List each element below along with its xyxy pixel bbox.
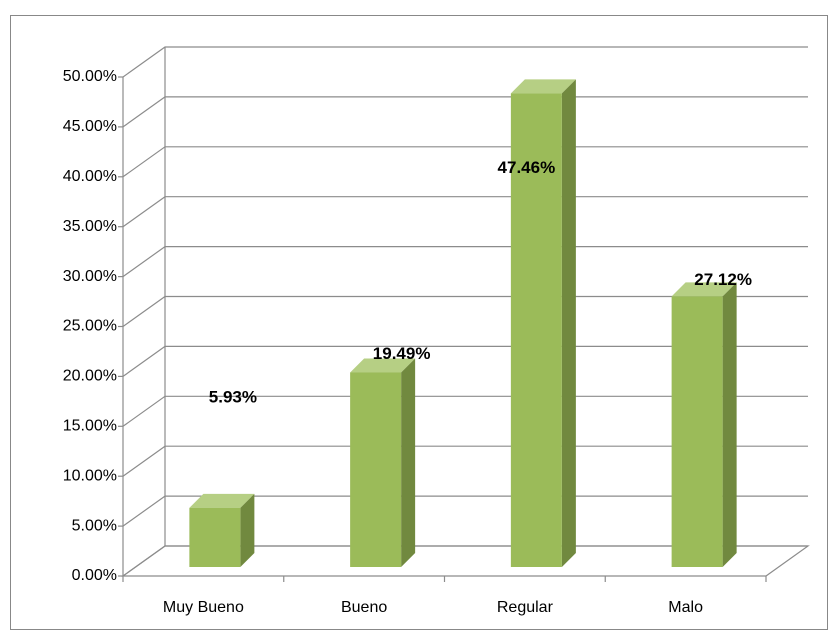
bar-top [189, 493, 255, 508]
bar [510, 93, 562, 568]
grid-line [122, 495, 808, 527]
y-tick-label: 50.00% [63, 68, 117, 85]
bar-side [240, 493, 255, 567]
y-tick-label: 20.00% [63, 368, 117, 385]
y-tick-label: 15.00% [63, 418, 117, 435]
grid-line [122, 295, 808, 327]
value-label: 5.93% [209, 387, 257, 406]
grid-line [122, 196, 808, 228]
y-tick-label: 10.00% [63, 467, 117, 484]
grid-line [122, 445, 808, 477]
x-tick-label: Bueno [341, 599, 387, 616]
y-tick-label: 30.00% [63, 268, 117, 285]
y-tick-label: 0.00% [72, 567, 117, 584]
bar-top [510, 79, 576, 94]
bar-top [671, 282, 737, 297]
x-tick-label: Regular [497, 599, 554, 616]
bar-side [401, 358, 416, 567]
value-label: 27.12% [694, 270, 752, 289]
grid-line [122, 96, 808, 128]
y-tick-label: 35.00% [63, 218, 117, 235]
bar-top [350, 358, 416, 373]
bar [189, 507, 241, 567]
grid-line [122, 395, 808, 427]
x-tick-label: Muy Bueno [163, 599, 244, 616]
value-label: 19.49% [373, 344, 431, 363]
y-tick-label: 5.00% [72, 517, 117, 534]
grid-line [122, 545, 808, 577]
value-label: 47.46% [498, 158, 556, 177]
bar [350, 372, 402, 567]
x-tick-label: Malo [668, 599, 703, 616]
bar-side [561, 79, 576, 568]
bar [671, 296, 723, 567]
grid-line [122, 345, 808, 377]
bar-side [722, 282, 737, 567]
grid-line [122, 146, 808, 178]
grid-line [122, 246, 808, 278]
y-tick-label: 40.00% [63, 168, 117, 185]
y-tick-label: 25.00% [63, 318, 117, 335]
grid-line [122, 46, 808, 78]
y-tick-label: 45.00% [63, 118, 117, 135]
